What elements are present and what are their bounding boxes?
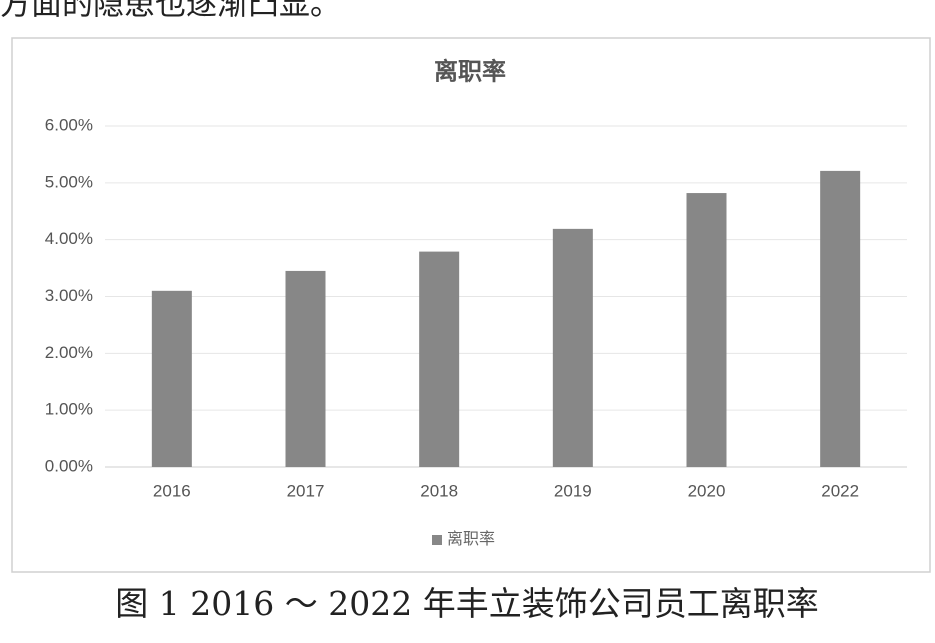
- legend-swatch: [432, 535, 442, 545]
- chart-frame: [11, 37, 931, 573]
- text-above: 方面的隐患也逐渐凸显。: [0, 0, 341, 23]
- bar: [151, 290, 192, 467]
- x-tick-label: 2022: [821, 481, 859, 500]
- bar: [552, 228, 593, 467]
- x-tick-label: 2020: [688, 481, 726, 500]
- x-tick-label: 2016: [153, 481, 191, 500]
- y-tick-label: 1.00%: [45, 400, 93, 419]
- y-tick-label: 0.00%: [45, 456, 93, 475]
- chart-title: 离职率: [434, 57, 506, 85]
- bar: [285, 270, 326, 467]
- y-tick-label: 6.00%: [45, 115, 93, 134]
- y-tick-label: 3.00%: [45, 286, 93, 305]
- legend-label: 离职率: [447, 530, 495, 548]
- x-tick-label: 2017: [287, 481, 325, 500]
- y-tick-label: 5.00%: [45, 172, 93, 191]
- caption: 图 1 2016 ～ 2022 年丰立装饰公司员工离职率: [115, 584, 818, 623]
- bar: [820, 170, 861, 468]
- x-tick-label: 2018: [420, 481, 458, 500]
- bar: [686, 193, 727, 467]
- y-tick-label: 2.00%: [45, 343, 93, 362]
- y-tick-label: 4.00%: [45, 229, 93, 248]
- x-tick-label: 2019: [554, 481, 592, 500]
- bar: [419, 251, 460, 467]
